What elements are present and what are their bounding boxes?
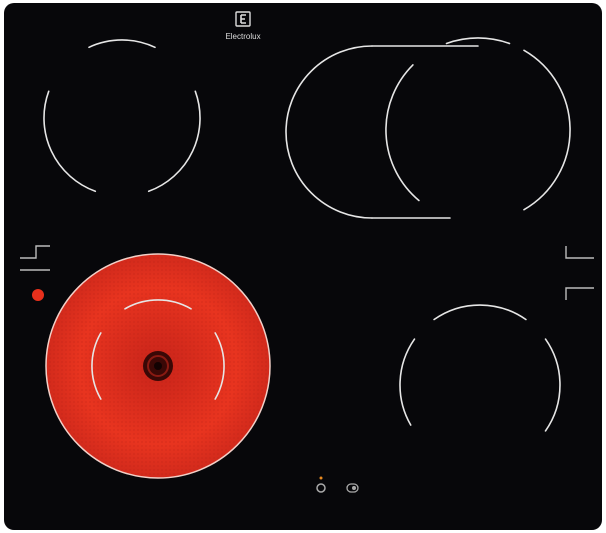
zone-center-dot <box>154 362 162 370</box>
lock-dot <box>352 486 356 490</box>
power-led <box>320 477 323 480</box>
active-zone <box>46 254 270 478</box>
page: Electrolux (() => { const data = JSON.pa… <box>0 0 606 533</box>
brand-name: Electrolux <box>225 32 260 41</box>
heat-indicator <box>32 289 44 301</box>
cooktop-photo: Electrolux <box>0 0 606 533</box>
